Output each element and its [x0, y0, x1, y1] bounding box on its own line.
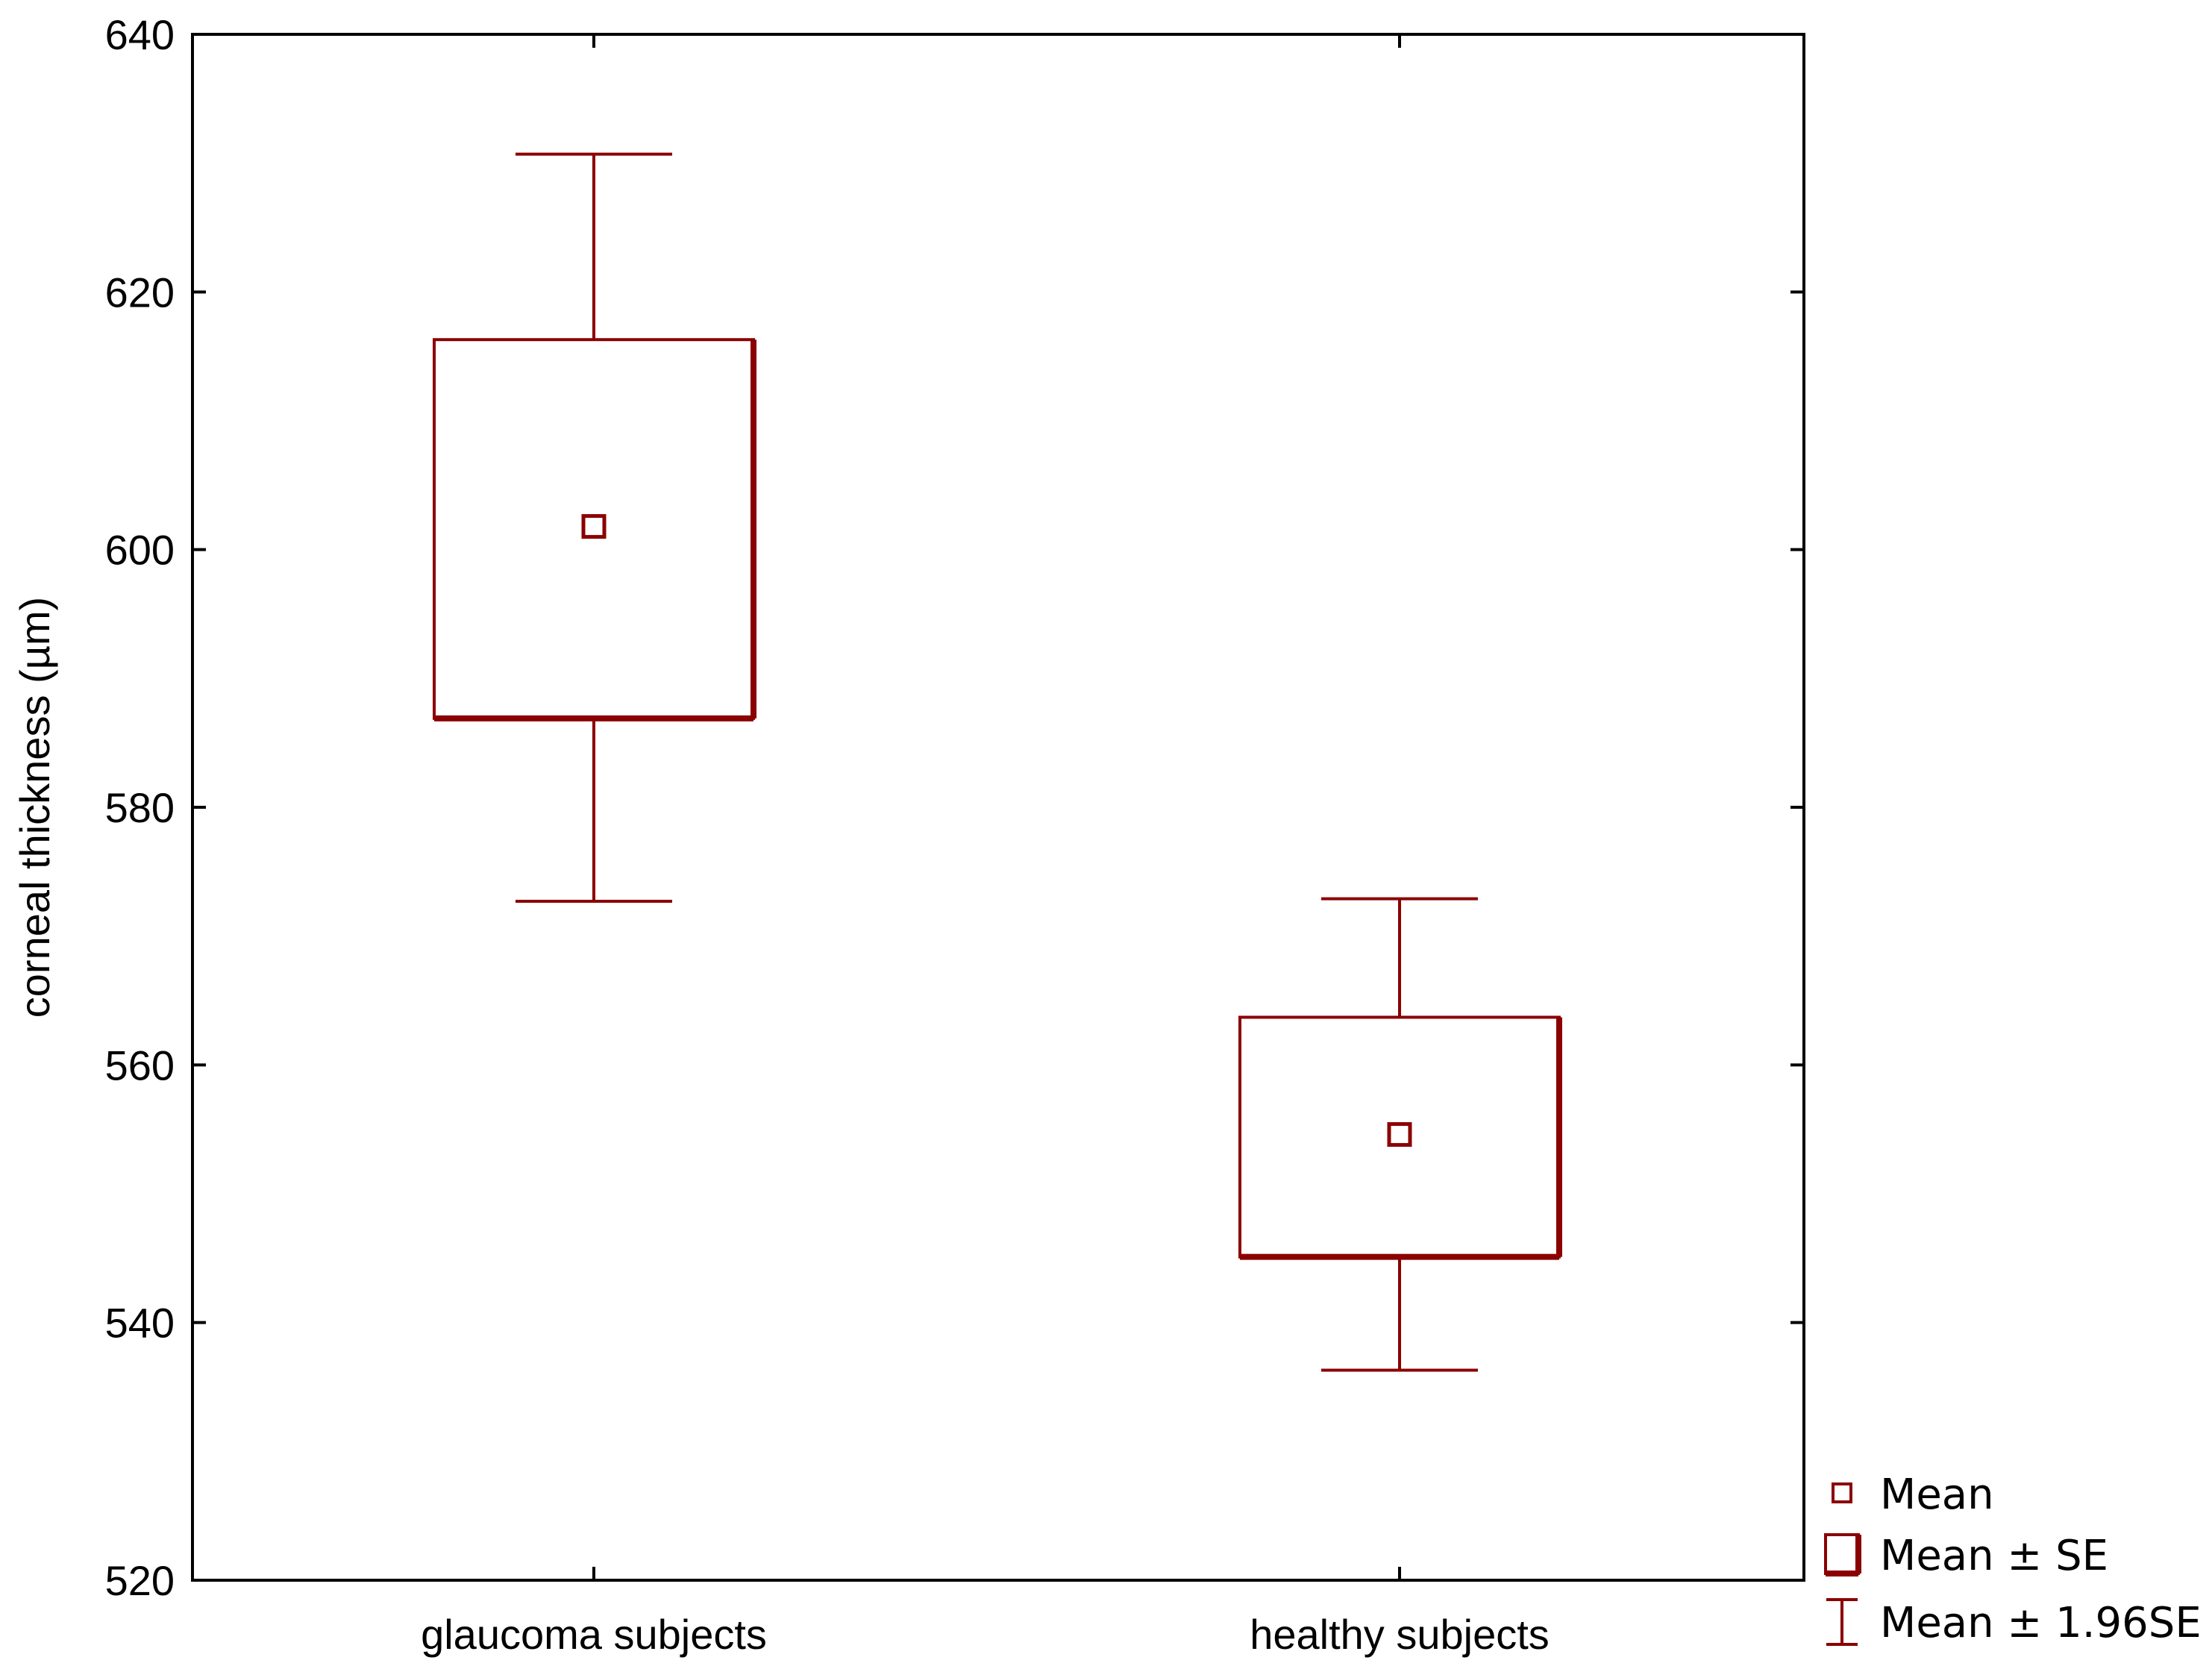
x-axis: glaucoma subjects healthy subjects [421, 34, 1550, 1658]
legend-label: Mean ± SE [1880, 1532, 2108, 1580]
mean-square-icon [1832, 1482, 1852, 1503]
legend-item: Mean ± SE [1824, 1532, 2108, 1580]
legend-label: Mean ± 1.96SE [1880, 1599, 2202, 1647]
y-tick-label: 620 [105, 269, 175, 316]
y-tick-label: 520 [105, 1557, 175, 1604]
plot-frame [191, 33, 1805, 1582]
se-box-icon [1824, 1533, 1861, 1576]
y-tick-label: 640 [105, 11, 175, 58]
whisker-icon [1826, 1598, 1858, 1646]
y-tick-label: 600 [105, 527, 175, 574]
legend-item: Mean ± 1.96SE [1826, 1598, 2202, 1647]
mean-marker [581, 514, 607, 539]
legend: Mean Mean ± SE Mean ± 1.96SE [1824, 1471, 2202, 1647]
box-group [1238, 897, 1562, 1372]
se-box-symbol [1824, 1533, 1860, 1575]
box-series [433, 152, 1562, 1372]
x-tick-label: healthy subjects [1250, 1611, 1550, 1658]
y-tick-label: 560 [105, 1042, 175, 1089]
y-axis: 520 540 560 580 600 620 640 [105, 11, 1804, 1604]
legend-label: Mean [1880, 1471, 1994, 1519]
mean-marker [1387, 1122, 1412, 1147]
x-tick-label: glaucoma subjects [421, 1611, 767, 1658]
y-axis-label: corneal thickness (µm) [11, 597, 58, 1018]
y-tick-label: 540 [105, 1300, 175, 1347]
y-tick-label: 580 [105, 784, 175, 831]
box-group [433, 152, 756, 904]
legend-item: Mean [1832, 1471, 1994, 1519]
